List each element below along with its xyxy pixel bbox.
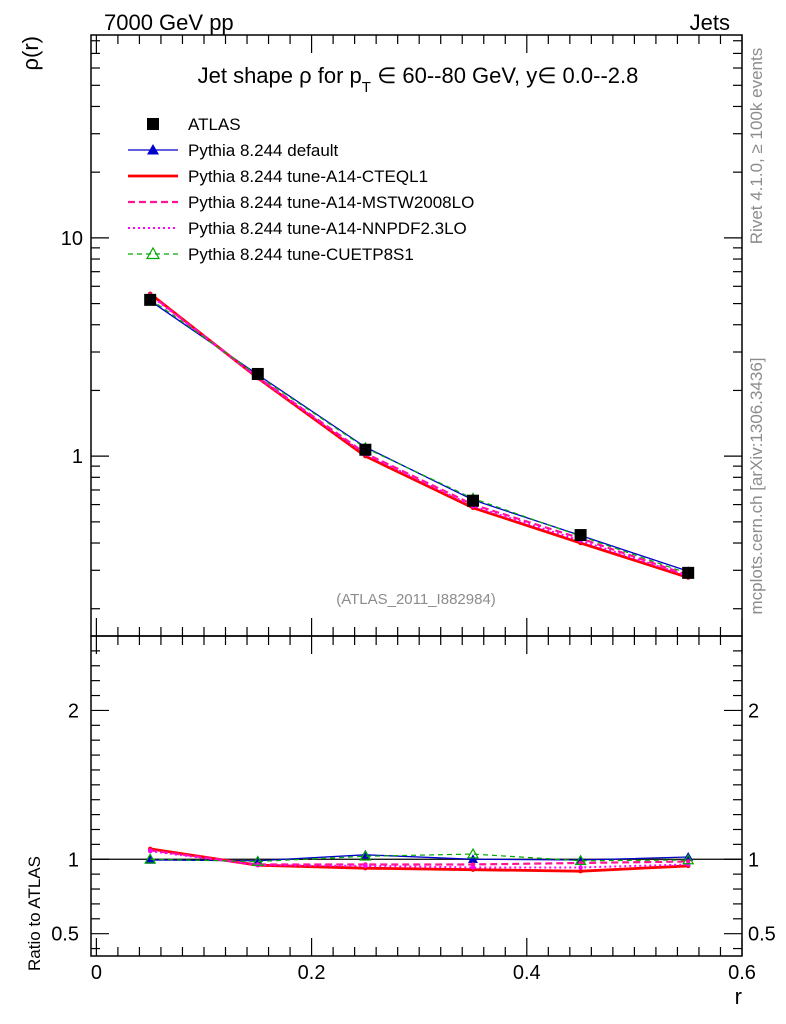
cuetp8s1-point-marker [682,853,695,865]
atlas-data-point [359,443,372,456]
mc-point-marker [147,848,153,854]
ratio-y-tick-label-right: 1 [748,849,759,871]
x-tick-label: 0.2 [298,962,326,984]
mc-point-marker [578,868,583,874]
legend-label-3: Pythia 8.244 tune-A14-MSTW2008LO [188,193,474,212]
x-axis-ticks: 0 0.2 0.4 0.6 [91,35,756,984]
ratio-y-tick-label-right: 2 [748,700,759,722]
series-3-main-line [149,293,689,577]
default-point-marker [252,855,263,865]
atlas-data-point [574,529,587,542]
ratio-y-tick-label-left: 0.5 [51,924,79,946]
atlas-data-point [251,367,264,380]
ratio-axis-ticks: 0.5 0.5 1 1 2 2 [51,650,776,950]
atlas-data-point [466,494,479,507]
ratio-y-tick-label-left: 2 [68,700,79,722]
default-point-marker [575,855,586,864]
analysis-watermark: (ATLAS_2011_I882984) [336,591,496,608]
series-4-ratio-line [150,850,689,869]
cuetp8s1-point-marker [359,850,372,861]
chart-title: Jet shape ρ for pT ∈ 60--80 GeV, y∈ 0.0-… [198,63,639,96]
legend-label-5: Pythia 8.244 tune-CUETP8S1 [188,245,414,264]
cuetp8s1-point-marker [251,855,264,866]
mc-point-marker [363,863,368,869]
legend-marker-atlas [147,118,159,130]
chart-title-pre: Jet shape ρ for p [198,63,362,88]
series-2-main-line [149,292,689,579]
ratio-y-tick-label-right: 0.5 [748,924,776,946]
chart-title-post: ∈ 60--80 GeV, y∈ 0.0--2.8 [371,63,638,88]
cuetp8s1-point-marker [466,847,480,859]
header-jets-label: Jets [690,10,730,35]
x-tick-label: 0 [91,962,102,984]
legend: ATLAS Pythia 8.244 default Pythia 8.244 tu… [128,115,474,264]
rivet-version-label: Rivet 4.1.0, ≥ 100k events [747,48,766,244]
mc-point-marker [470,865,476,870]
default-point-marker [147,144,159,155]
main-y-tick-label: 1 [72,446,83,468]
x-axis-label: r [735,984,742,1009]
legend-label-2: Pythia 8.244 tune-A14-CTEQL1 [188,167,428,186]
x-tick-label: 0.4 [513,962,541,984]
ratio-y-tick-label-left: 1 [68,849,79,871]
main-y-tick-label: 10 [61,228,83,250]
atlas-data-point [144,293,157,306]
series-1-main-line [149,300,689,572]
cuetp8s1-point-marker [144,853,157,864]
main-axis-ticks: 1 10 [61,40,742,610]
default-point-marker [467,854,478,864]
series-4-main-line [149,294,689,578]
mc-point-marker [578,865,583,870]
legend-label-4: Pythia 8.244 tune-A14-NNPDF2.3LO [188,219,467,238]
main-y-axis-label: ρ(r) [18,36,43,71]
ratio-series-group [144,846,695,874]
mc-point-marker [685,862,691,867]
ratio-y-axis-label: Ratio to ATLAS [25,856,44,971]
ratio-plot-frame [90,635,743,957]
main-series-group [144,291,695,580]
chart-title-sub: T [362,79,371,96]
mcplots-reference-label: mcplots.cern.ch [arXiv:1306.3436] [747,357,766,614]
legend-label-0: ATLAS [188,115,241,134]
cuetp8s1-point-marker [574,854,587,866]
x-tick-label: 0.6 [728,962,756,984]
cuetp8s1-point-marker [145,246,161,260]
atlas-data-point [682,566,695,579]
header-energy-label: 7000 GeV pp [104,10,234,35]
series-1-ratio-line [150,854,689,862]
series-5-main-line [149,298,689,575]
legend-label-1: Pythia 8.244 default [188,141,339,160]
